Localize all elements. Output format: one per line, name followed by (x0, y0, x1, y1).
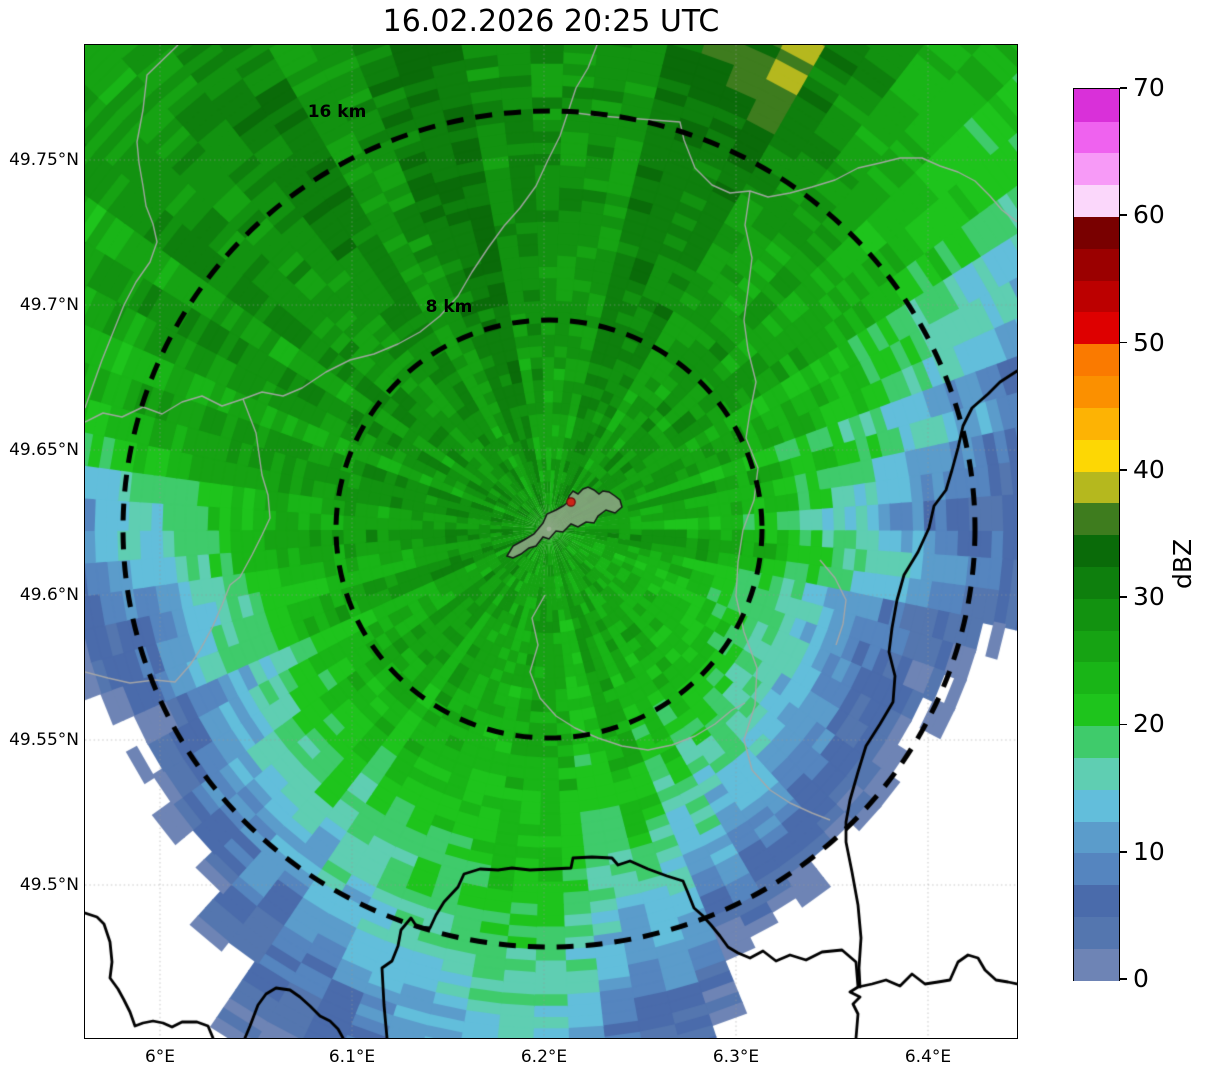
colorbar-segment (1074, 184, 1119, 217)
colorbar-tick-mark (1120, 87, 1127, 89)
colorbar-segment (1074, 566, 1119, 599)
colorbar-segment (1074, 852, 1119, 886)
colorbar-segment (1074, 884, 1119, 918)
radar-canvas (85, 45, 1017, 1038)
range-ring-label-8km: 8 km (425, 297, 473, 317)
colorbar-axis-label: dBZ (1168, 538, 1197, 589)
colorbar-segment (1074, 693, 1119, 727)
colorbar-segment (1074, 439, 1119, 472)
colorbar-segment (1074, 534, 1119, 568)
colorbar-segment (1074, 789, 1119, 822)
colorbar-segment (1074, 120, 1119, 154)
colorbar-tick-label: 60 (1133, 200, 1165, 230)
x-tick-label: 6.1°E (328, 1047, 376, 1067)
colorbar-segment (1074, 407, 1119, 440)
y-tick-label: 49.65°N (9, 440, 79, 460)
x-tick-label: 6.4°E (904, 1047, 952, 1067)
range-ring-label-16km: 16 km (307, 102, 367, 122)
y-tick-label: 49.55°N (9, 730, 79, 750)
y-tick-label: 49.5°N (19, 875, 79, 895)
y-tick-label: 49.6°N (19, 585, 79, 605)
colorbar-tick-label: 0 (1133, 964, 1149, 993)
colorbar-segment (1074, 820, 1119, 854)
colorbar-segment (1074, 948, 1119, 981)
colorbar-segment (1074, 661, 1119, 695)
colorbar-segment (1074, 311, 1119, 345)
colorbar-segment (1074, 216, 1119, 249)
colorbar-segment (1074, 248, 1119, 281)
colorbar-segment (1074, 279, 1119, 313)
colorbar-tick-label: 30 (1133, 582, 1165, 612)
x-tick-label: 6.3°E (712, 1047, 760, 1067)
x-tick-label: 6.2°E (520, 1047, 568, 1067)
colorbar-tick-label: 20 (1133, 709, 1165, 739)
y-tick-label: 49.75°N (9, 150, 79, 170)
colorbar (1073, 88, 1120, 981)
colorbar-segment (1074, 916, 1119, 949)
colorbar-tick-label: 50 (1133, 327, 1165, 357)
y-tick-label: 49.7°N (19, 295, 79, 315)
map-plot: 8 km 16 km (85, 45, 1017, 1038)
colorbar-tick-mark (1120, 214, 1127, 217)
colorbar-tick-mark (1120, 596, 1127, 599)
colorbar-segment (1074, 629, 1119, 663)
colorbar-segment (1074, 757, 1119, 790)
colorbar-segment (1074, 152, 1119, 186)
figure-title: 16.02.2026 20:25 UTC (382, 4, 720, 39)
colorbar-tick-mark (1120, 850, 1127, 853)
colorbar-tick-mark (1120, 468, 1127, 471)
x-tick-label: 6°E (144, 1047, 176, 1067)
colorbar-tick-label: 10 (1133, 836, 1165, 866)
colorbar-segment (1074, 89, 1119, 122)
colorbar-segment (1074, 598, 1119, 631)
colorbar-segment (1074, 375, 1119, 408)
colorbar-tick-mark (1120, 341, 1127, 344)
colorbar-segment (1074, 725, 1119, 758)
colorbar-segment (1074, 470, 1119, 504)
colorbar-segment (1074, 343, 1119, 377)
colorbar-tick-label: 70 (1133, 73, 1165, 102)
colorbar-tick-mark (1120, 978, 1127, 980)
colorbar-segment (1074, 502, 1119, 536)
colorbar-tick-label: 40 (1133, 454, 1165, 484)
colorbar-tick-mark (1120, 723, 1127, 726)
